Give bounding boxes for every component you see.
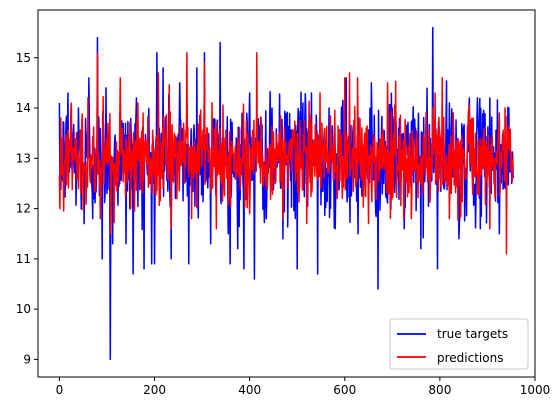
series-line-predictions (58, 51, 514, 255)
y-tick-label: 13 (16, 151, 31, 165)
legend: true targets predictions (389, 318, 529, 370)
y-tick-label: 11 (16, 252, 31, 266)
x-tick-label: 600 (333, 383, 356, 397)
x-tick-label: 0 (56, 383, 64, 397)
y-tick-label: 14 (16, 101, 31, 115)
plot-area-frame (37, 9, 536, 378)
y-tick-label: 10 (16, 302, 31, 316)
x-tick-label: 800 (428, 383, 451, 397)
series-layer (58, 26, 514, 361)
x-tick-label: 400 (238, 383, 261, 397)
legend-label-true-targets: true targets (437, 327, 508, 341)
y-tick-label: 15 (16, 51, 31, 65)
x-tick-label: 200 (143, 383, 166, 397)
x-tick-label: 1000 (520, 383, 551, 397)
series-line-true-targets (58, 26, 514, 361)
x-axis: 0 200 400 600 800 1000 (56, 377, 551, 397)
y-tick-label: 9 (23, 352, 31, 366)
y-tick-label: 12 (16, 202, 31, 216)
y-axis: 9 10 11 12 13 14 15 (16, 51, 38, 366)
legend-label-predictions: predictions (437, 351, 503, 365)
